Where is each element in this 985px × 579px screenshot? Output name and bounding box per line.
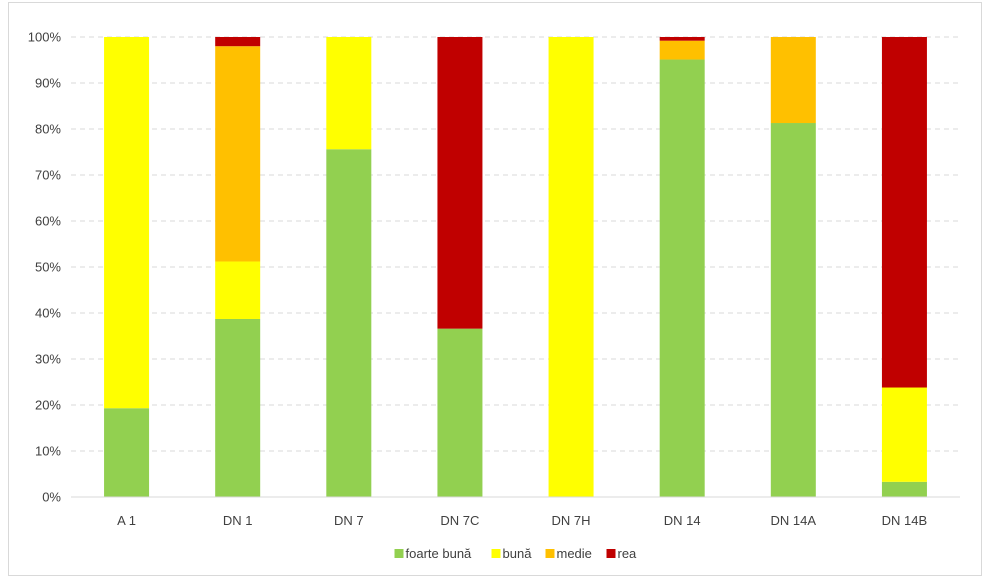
legend-label: bună <box>503 546 533 561</box>
legend-swatch <box>545 549 555 558</box>
y-axis-ticks: 0% 10% 20% 30% 40% 50% 60% 70% 80% 90% 100% <box>28 30 62 505</box>
bar-segment-foarte-bună <box>326 149 372 498</box>
bar-segment-medie <box>659 40 705 60</box>
y-tick-label: 20% <box>35 398 61 413</box>
x-tick-label: DN 7C <box>440 513 479 528</box>
bar-segment-foarte-bună <box>437 328 483 497</box>
chart-frame <box>8 2 982 576</box>
y-tick-label: 60% <box>35 214 61 229</box>
x-tick-label: A 1 <box>117 513 136 528</box>
bar-segment-bună <box>326 37 372 150</box>
x-tick-label: DN 14B <box>882 513 928 528</box>
bar-segment-medie <box>770 37 816 124</box>
bar-segment-rea <box>659 37 705 41</box>
x-tick-label: DN 7H <box>552 513 591 528</box>
y-tick-label: 80% <box>35 122 61 137</box>
x-tick-label: DN 1 <box>223 513 253 528</box>
bar-segment-foarte-bună <box>659 59 705 497</box>
bar-segment-rea <box>215 37 261 47</box>
y-tick-label: 30% <box>35 352 61 367</box>
x-tick-label: DN 14 <box>664 513 701 528</box>
x-axis-ticks: A 1 DN 1 DN 7 DN 7C DN 7H DN 14 DN 14A DN 14B <box>117 513 927 528</box>
bar-segment-bună <box>215 261 261 319</box>
bar-segment-foarte-bună <box>770 123 816 498</box>
legend-swatch <box>606 549 616 558</box>
bar-segment-bună <box>548 37 594 497</box>
y-tick-label: 70% <box>35 168 61 183</box>
bar-segment-foarte-bună <box>215 318 261 497</box>
bar-segment-rea <box>881 37 927 388</box>
y-tick-label: 0% <box>42 490 61 505</box>
legend: foarte bună bună medie rea <box>394 546 638 561</box>
bar-segment-medie <box>215 46 261 262</box>
bar-segment-rea <box>437 37 483 329</box>
y-tick-label: 10% <box>35 444 61 459</box>
gridlines <box>71 36 960 452</box>
legend-label: rea <box>618 546 638 561</box>
x-tick-label: DN 14A <box>771 513 817 528</box>
y-tick-label: 100% <box>28 30 62 45</box>
y-tick-label: 50% <box>35 260 61 275</box>
legend-swatch <box>394 549 404 558</box>
x-tick-label: DN 7 <box>334 513 364 528</box>
y-tick-label: 90% <box>35 76 61 91</box>
bar-segment-bună <box>104 37 150 409</box>
bar-segment-foarte-bună <box>881 481 927 497</box>
bar-segment-foarte-bună <box>104 408 150 497</box>
y-tick-label: 40% <box>35 306 61 321</box>
legend-swatch <box>491 549 501 558</box>
legend-label: foarte bună <box>406 546 473 561</box>
bar-segment-bună <box>881 387 927 482</box>
legend-label: medie <box>557 546 592 561</box>
bars <box>104 37 927 498</box>
